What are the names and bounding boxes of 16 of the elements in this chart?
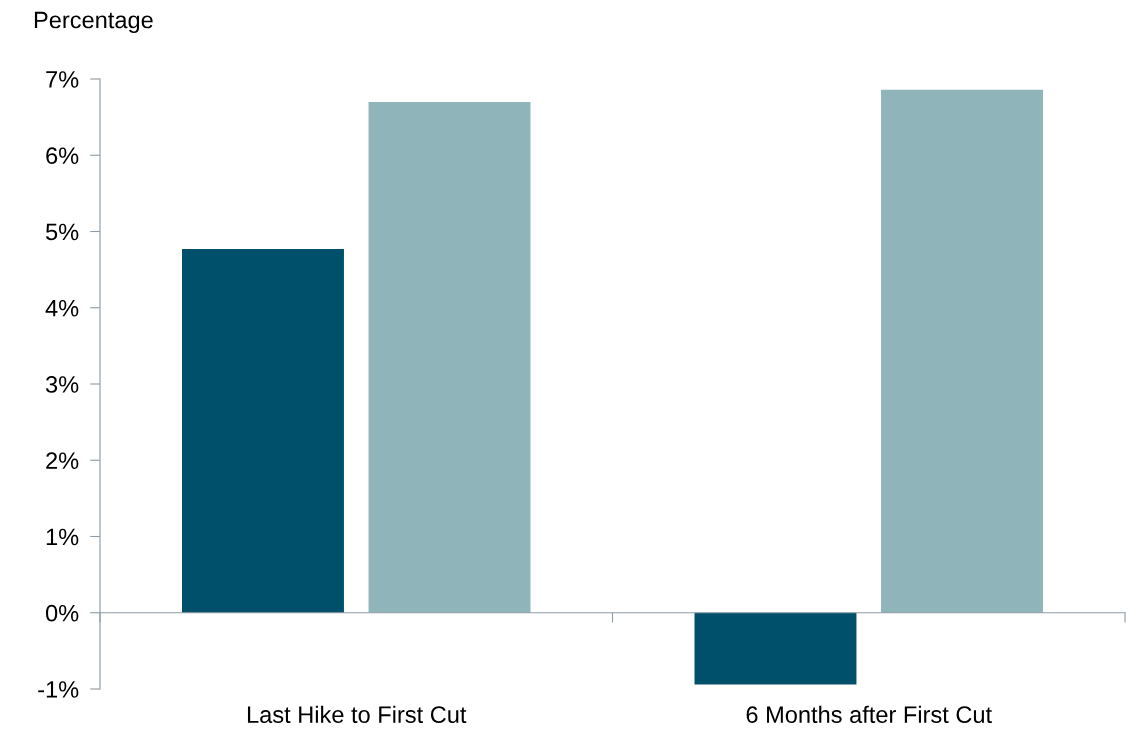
y-tick-label: 1% bbox=[46, 528, 79, 546]
bar bbox=[881, 89, 1043, 613]
bar bbox=[182, 249, 344, 613]
x-tick-label: 6 Months after First Cut bbox=[746, 705, 992, 724]
y-tick-label: 0% bbox=[45, 604, 79, 622]
y-tick-label: 3% bbox=[45, 376, 79, 393]
y-tick-label: -1% bbox=[38, 681, 79, 698]
y-axis-title: Percentage bbox=[34, 11, 153, 34]
y-tick-label: 7% bbox=[46, 71, 79, 88]
y-tick-label: 4% bbox=[45, 299, 79, 317]
y-tick-label: 6% bbox=[46, 147, 79, 165]
x-tick-label: Last Hike to First Cut bbox=[247, 705, 467, 724]
y-tick-label: 5% bbox=[45, 223, 79, 241]
y-tick-label: 2% bbox=[46, 452, 79, 469]
bar bbox=[694, 612, 857, 685]
bar bbox=[368, 101, 531, 613]
